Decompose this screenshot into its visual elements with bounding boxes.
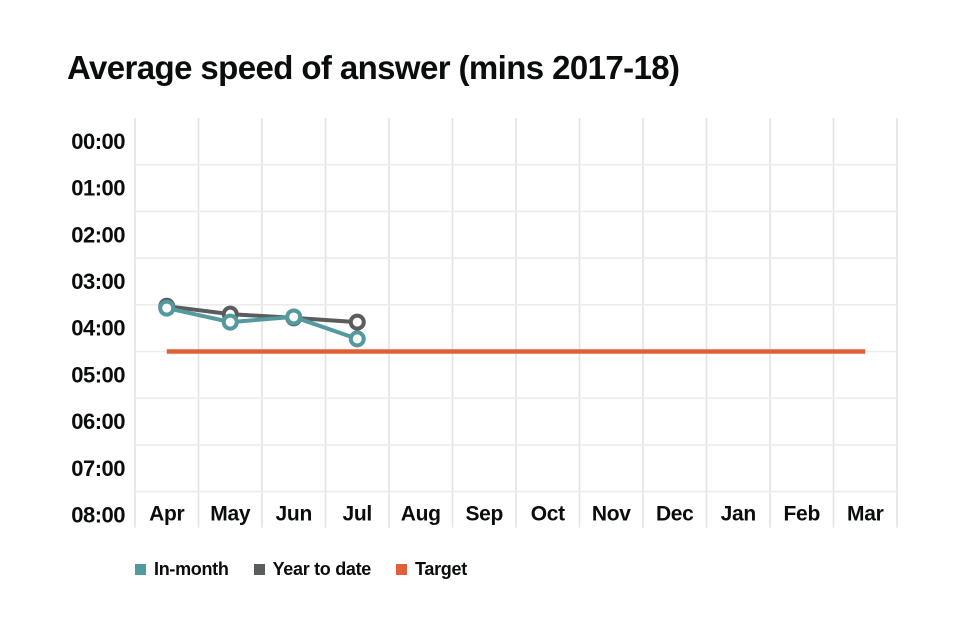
x-axis-tick-label: Jan <box>721 503 756 526</box>
legend-item-target: Target <box>396 560 467 578</box>
y-axis-tick-label: 00:00 <box>71 129 125 154</box>
x-axis-tick-label: Dec <box>656 503 694 526</box>
y-axis-tick-label: 08:00 <box>71 502 125 527</box>
x-axis-tick-label: Jun <box>276 503 312 526</box>
y-axis-tick-label: 07:00 <box>71 456 125 481</box>
data-point-in-month <box>348 330 366 348</box>
x-axis-tick-label: Jul <box>343 503 372 526</box>
data-point-in-month <box>285 308 303 326</box>
legend-item-in-month: In-month <box>135 560 229 578</box>
y-axis-tick-label: 04:00 <box>71 316 125 341</box>
legend-label-year-to-date: Year to date <box>272 559 372 579</box>
target-swatch-icon <box>396 563 408 575</box>
y-axis-tick-label: 05:00 <box>71 362 125 387</box>
y-axis-tick-label: 06:00 <box>71 409 125 434</box>
x-axis-tick-label: Feb <box>784 503 820 526</box>
legend-label-in-month: In-month <box>154 559 229 579</box>
data-point-in-month <box>158 299 176 317</box>
x-axis-tick-label: Nov <box>592 503 631 526</box>
year-to-date-swatch-icon <box>253 563 265 575</box>
x-axis-tick-label: Sep <box>465 503 503 526</box>
data-point-in-month <box>221 313 239 331</box>
chart-legend: In-month Year to date Target <box>135 560 467 578</box>
x-axis-tick-label: Aug <box>401 503 441 526</box>
series-line-year-to-date <box>164 304 360 325</box>
legend-label-target: Target <box>415 559 467 579</box>
x-axis-tick-label: Mar <box>847 503 884 526</box>
y-axis-tick-label: 02:00 <box>71 222 125 247</box>
y-axis-tick-label: 01:00 <box>71 176 125 201</box>
x-axis-tick-label: Oct <box>531 503 565 526</box>
series-line-in-month <box>164 306 360 341</box>
x-axis-tick-label: May <box>210 503 251 526</box>
in-month-swatch-icon <box>135 563 146 575</box>
y-axis-tick-label: 03:00 <box>71 269 125 294</box>
data-point-year-to-date <box>348 313 366 331</box>
chart-title: Average speed of answer (mins 2017-18) <box>67 49 680 86</box>
legend-item-year-to-date: Year to date <box>253 559 372 579</box>
x-axis-tick-label: Apr <box>149 503 184 526</box>
